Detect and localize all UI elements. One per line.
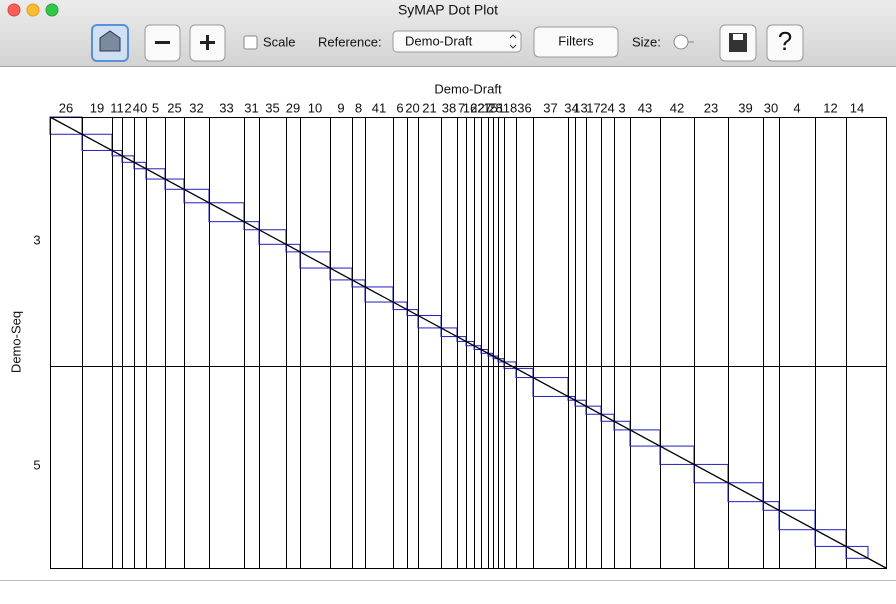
- y-label: 3: [33, 232, 40, 247]
- contig-label: 19: [90, 100, 104, 115]
- size-slider[interactable]: [673, 34, 694, 50]
- contig-label: 43: [638, 100, 652, 115]
- zoom-out-button[interactable]: [144, 24, 181, 62]
- y-title: Demo-Seq: [8, 311, 23, 373]
- contig-label: 27: [477, 100, 491, 115]
- scale-checkbox[interactable]: [243, 35, 258, 50]
- contig-label: 30: [764, 100, 778, 115]
- contig-label: 41: [372, 100, 386, 115]
- diagonal-hits: [49, 116, 887, 569]
- contig-label: 22: [470, 100, 484, 115]
- contig-label: 35: [265, 100, 279, 115]
- contig-label: 37: [543, 100, 557, 115]
- reference-value: Demo-Draft: [405, 33, 473, 48]
- size-label: Size:: [632, 34, 661, 49]
- home-button[interactable]: [91, 24, 129, 62]
- contig-label: 18: [503, 100, 517, 115]
- y-label: 5: [33, 457, 40, 472]
- scale-label: Scale: [263, 34, 296, 49]
- contig-label: 3: [618, 100, 625, 115]
- contig-label: 42: [670, 100, 684, 115]
- contig-label: 4: [793, 100, 800, 115]
- contig-label: 24: [600, 100, 614, 115]
- contig-label: 28: [488, 100, 502, 115]
- contig-label: 14: [850, 100, 864, 115]
- contig-label: 10: [308, 100, 322, 115]
- contig-label: 6: [396, 100, 403, 115]
- contig-label: 7: [458, 100, 465, 115]
- zoom-button[interactable]: [45, 3, 59, 17]
- contig-label: 34: [564, 100, 578, 115]
- contig-label: 31: [244, 100, 258, 115]
- plot-frame: [50, 117, 887, 569]
- reference-label: Reference:: [318, 34, 382, 49]
- contig-label: 26: [59, 100, 73, 115]
- filters-button[interactable]: [533, 26, 619, 58]
- reference-dropdown[interactable]: [392, 30, 522, 53]
- contig-label: 21: [422, 100, 436, 115]
- contig-label: 1: [497, 100, 504, 115]
- contig-label: 23: [704, 100, 718, 115]
- zoom-in-button[interactable]: [189, 24, 226, 62]
- contig-label: 8: [355, 100, 362, 115]
- contig-label: 38: [442, 100, 456, 115]
- contig-label: 29: [286, 100, 300, 115]
- close-button[interactable]: [7, 3, 21, 17]
- alignment-block: [845, 545, 869, 559]
- help-label: ?: [778, 26, 792, 56]
- contig-label: 11: [110, 100, 124, 115]
- filters-label: Filters: [558, 33, 594, 48]
- contig-label: 32: [189, 100, 203, 115]
- contig-label: 39: [738, 100, 752, 115]
- contig-label: 17: [586, 100, 600, 115]
- contig-label: 40: [133, 100, 147, 115]
- contig-label: 5: [152, 100, 159, 115]
- contig-label: 25: [167, 100, 181, 115]
- contig-label: 13: [573, 100, 587, 115]
- save-button[interactable]: [719, 24, 757, 62]
- minimize-button[interactable]: [26, 3, 40, 17]
- contig-label: 9: [337, 100, 344, 115]
- contig-label: 12: [823, 100, 837, 115]
- x-title: Demo-Draft: [434, 81, 502, 96]
- contig-label: 20: [405, 100, 419, 115]
- contig-label: 36: [517, 100, 531, 115]
- window-title: SyMAP Dot Plot: [398, 2, 498, 18]
- contig-label: 2: [124, 100, 131, 115]
- contig-label: 15: [483, 100, 497, 115]
- contig-label: 33: [219, 100, 233, 115]
- help-button[interactable]: [766, 24, 804, 62]
- contig-label: 16: [463, 100, 477, 115]
